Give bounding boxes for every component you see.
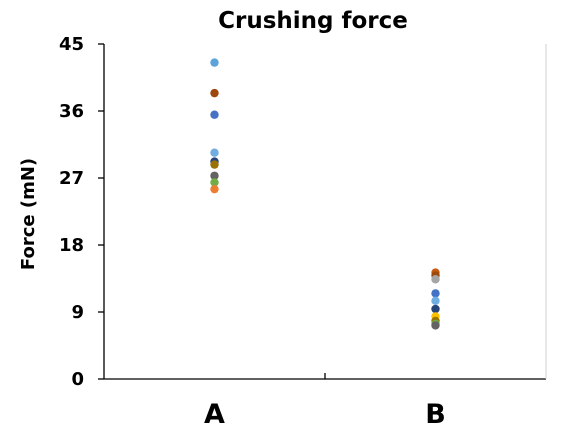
- y-tick-label: 36: [59, 101, 84, 122]
- y-axis-ticks: 0 9 18 27 36 45: [59, 34, 104, 390]
- data-point: [210, 58, 219, 67]
- axes: [103, 44, 547, 380]
- data-point: [210, 184, 219, 194]
- y-axis-label: Force (mN): [18, 158, 39, 270]
- data-point: [210, 88, 219, 98]
- data-point: [431, 321, 440, 330]
- y-tick-label: 45: [59, 34, 84, 55]
- data-point: [431, 296, 440, 306]
- y-tick-label: 9: [71, 302, 84, 323]
- x-tick-label: A: [204, 399, 225, 430]
- data-points: [210, 58, 440, 330]
- y-tick-label: 18: [59, 235, 84, 256]
- x-tick-label: B: [425, 399, 446, 430]
- data-point: [210, 110, 219, 119]
- chart-title: Crushing force: [218, 8, 408, 34]
- y-tick-label: 27: [59, 168, 84, 189]
- data-point: [210, 160, 219, 169]
- data-point: [431, 289, 440, 298]
- data-point: [210, 148, 219, 157]
- y-tick-label: 0: [71, 369, 84, 390]
- data-point: [431, 275, 440, 284]
- data-point: [431, 304, 440, 314]
- data-point: [210, 171, 219, 180]
- data-point: [210, 178, 219, 187]
